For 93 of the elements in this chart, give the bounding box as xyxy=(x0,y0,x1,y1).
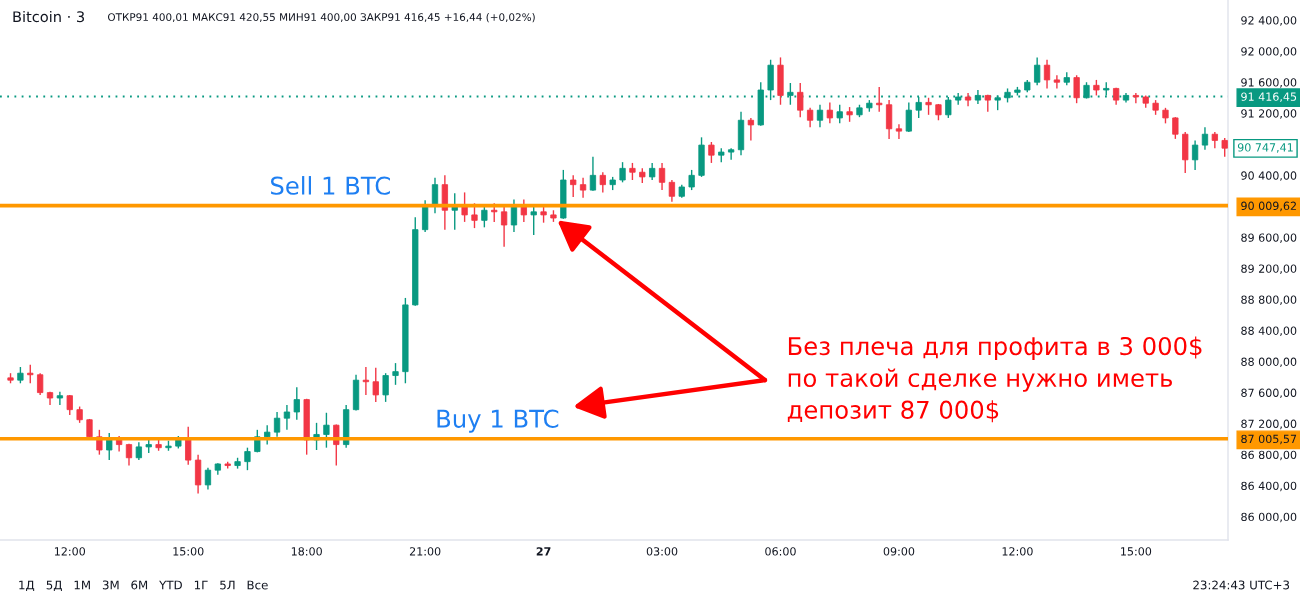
text: 5Л xyxy=(220,580,235,590)
candlestick xyxy=(1132,92,1139,104)
x-tick-label: 12:00 xyxy=(1002,547,1033,556)
y-tick-label: 88 800,00 xyxy=(1241,295,1297,305)
y-tick-label: 88 000,00 xyxy=(1241,357,1297,368)
ref-line-label: Sell 1 BTC xyxy=(271,176,390,195)
candlestick xyxy=(836,104,843,125)
candlestick xyxy=(589,156,597,192)
candlestick xyxy=(708,141,715,164)
candlestick xyxy=(579,176,587,199)
candlestick xyxy=(382,372,389,403)
y-tick-label: 90 009,62 xyxy=(1241,201,1296,212)
text: 6М xyxy=(131,580,148,590)
x-tick-label: 15:00 xyxy=(1121,547,1152,556)
candlestick xyxy=(56,391,64,406)
x-tick-label: 03:00 xyxy=(646,547,678,556)
candlestick xyxy=(372,367,379,403)
text: ОТКР91 400,01 МАКС91 420,55 МИН91 400,00 ЗАКР91 416,45 +16,44 (+0,02%) xyxy=(108,12,535,23)
candlestick xyxy=(37,372,44,396)
y-tick-label: 86 000,00 xyxy=(1241,512,1297,523)
x-tick-label: 18:00 xyxy=(291,547,322,556)
y-tick-label: 89 200,00 xyxy=(1241,264,1297,274)
candlestick xyxy=(185,426,192,466)
text: 1Г xyxy=(194,580,208,590)
candlestick xyxy=(500,204,508,248)
candlestick xyxy=(293,386,300,421)
text: 1Д xyxy=(19,580,35,592)
candlestick xyxy=(816,104,824,128)
annotation: Без плеча для профита в 3 000$ по такой сделке нужно иметь депозит 87 000$ xyxy=(787,336,1202,423)
candlestick xyxy=(728,147,735,161)
candlestick xyxy=(1053,74,1061,90)
candlestick xyxy=(747,117,755,142)
text: 3М xyxy=(102,580,119,590)
candlestick xyxy=(1191,139,1199,171)
candlestick xyxy=(797,82,804,118)
candlestick xyxy=(895,123,903,140)
candlestick xyxy=(1201,126,1209,151)
x-tick-label: 12:00 xyxy=(54,547,86,556)
candlestick xyxy=(244,446,251,471)
candlestick xyxy=(599,171,606,194)
candlestick xyxy=(806,107,814,128)
y-tick-label: 88 400,00 xyxy=(1241,326,1297,337)
x-tick-label: 06:00 xyxy=(765,547,796,556)
x-tick-label: 09:00 xyxy=(883,547,915,556)
candlestick xyxy=(283,404,291,431)
candlestick xyxy=(204,467,212,491)
y-tick-label: 90 400,00 xyxy=(1241,171,1297,181)
candlestick xyxy=(688,169,695,191)
candlestick xyxy=(905,101,912,133)
candlestick xyxy=(530,204,537,236)
candlestick xyxy=(619,161,626,184)
candlestick xyxy=(392,362,399,386)
y-tick-label: 92 400,00 xyxy=(1241,16,1297,26)
candlestick xyxy=(1172,116,1179,140)
annotation: 90 747,41 xyxy=(1237,143,1293,153)
candlestick xyxy=(27,363,34,384)
candlestick xyxy=(273,411,281,438)
text: YTD xyxy=(159,580,182,590)
y-tick-label: 91 200,00 xyxy=(1241,109,1297,119)
candlestick xyxy=(471,202,478,229)
candlestick xyxy=(826,101,833,125)
y-tick-label: 91 600,00 xyxy=(1241,78,1297,88)
candlestick xyxy=(323,412,330,449)
y-tick-label: 86 400,00 xyxy=(1241,481,1297,492)
y-tick-label: 87 600,00 xyxy=(1241,388,1297,399)
x-tick-label: 21:00 xyxy=(409,547,441,556)
candlestick xyxy=(876,86,883,113)
text: 1М xyxy=(74,580,90,590)
candlestick xyxy=(945,96,952,119)
text: Bitcoin · 3 xyxy=(13,10,85,23)
candlestick xyxy=(1073,74,1080,104)
candlestick xyxy=(431,176,439,215)
y-tick-label: 87 005,57 xyxy=(1241,434,1297,445)
text: 5Д xyxy=(46,580,62,592)
candlestick xyxy=(668,179,676,203)
candlestick xyxy=(264,424,271,446)
candlestick xyxy=(570,174,577,198)
text: Все xyxy=(247,580,268,590)
candlestick xyxy=(1221,137,1228,158)
y-tick-label: 91 416,45 xyxy=(1241,92,1297,102)
candlestick xyxy=(106,432,113,461)
y-tick-label: 92 000,00 xyxy=(1241,47,1297,57)
y-tick-label: 87 200,00 xyxy=(1241,419,1297,430)
text: 23:24:43 UTC+3 xyxy=(1193,580,1290,590)
ref-line-label: Buy 1 BTC xyxy=(437,409,559,433)
candlestick xyxy=(658,162,666,191)
y-tick-label: 86 800,00 xyxy=(1241,450,1297,461)
candlestick xyxy=(1034,56,1041,87)
candlestick xyxy=(1043,59,1051,90)
y-tick-label: 89 600,00 xyxy=(1241,233,1297,243)
x-tick-label: 15:00 xyxy=(173,547,204,556)
x-tick-label: 27 xyxy=(536,547,551,556)
candlestick xyxy=(491,202,498,223)
